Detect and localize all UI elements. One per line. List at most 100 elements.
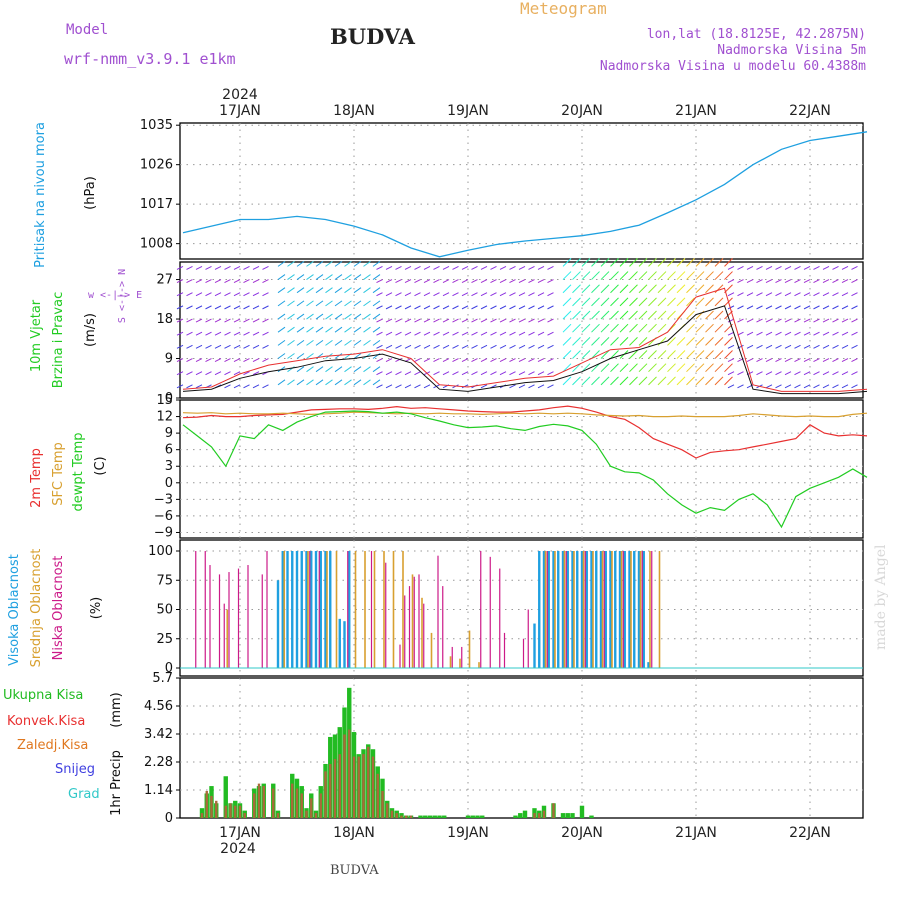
precip-bar-convective (352, 756, 356, 818)
wind-barb (499, 358, 507, 362)
wind-barb (727, 318, 735, 323)
cloud-bar-high (348, 551, 351, 668)
wind-barb (243, 384, 250, 389)
wind-barb (372, 274, 381, 280)
precip-panel: 0 1.14 2.28 3.42 4.56 5.7 1hr Precip (mm) Uku… (3, 671, 864, 826)
precip-legend: Ukupna Kisa Konvek.Kisa Zaledj.Kisa Snij… (3, 688, 100, 802)
cloud-bar-mid (383, 551, 385, 668)
wind-barb (224, 344, 231, 349)
wind-barb (372, 379, 381, 386)
wind-barb (186, 265, 193, 270)
wind-barb (414, 371, 421, 376)
wind-barb (214, 305, 222, 310)
sfc-temp-line (182, 411, 868, 418)
meteogram-title: Meteogram (520, 0, 607, 18)
wind-barb (638, 310, 648, 320)
wind-barb (233, 344, 241, 349)
wind-barb (705, 337, 714, 346)
cloud-bar-mid (283, 551, 286, 668)
wind-barb (306, 379, 314, 386)
wind-barb (176, 279, 184, 283)
wind-barb (325, 260, 333, 267)
wind-barb (562, 258, 572, 267)
wind-barb (841, 305, 849, 310)
wind-barb (518, 318, 526, 323)
y-tick-label: −6 (154, 509, 173, 524)
wind-barb (480, 384, 488, 389)
wind-barb (841, 371, 849, 376)
wind-barb (414, 292, 421, 297)
cloud-bar-high (291, 551, 294, 668)
wind-barb (803, 344, 811, 349)
wind-barb (442, 344, 450, 349)
wind-barb (306, 339, 314, 346)
wind-barb (490, 358, 497, 362)
wind-barb (562, 310, 572, 320)
wind-barb (629, 337, 638, 346)
wind-barb (243, 371, 250, 376)
precip-bar-total (518, 813, 523, 818)
wind-barb (499, 305, 507, 310)
wind-barb (822, 305, 830, 310)
wind-barb (619, 271, 629, 280)
wind-barb (803, 358, 811, 362)
wind-barb (528, 279, 535, 283)
clouds-unit: (%) (89, 597, 104, 620)
wind-barb (841, 279, 849, 283)
cloud-bar-high (628, 551, 631, 668)
wind-barb (433, 318, 440, 323)
wind-barb (433, 305, 440, 310)
wind-barb (334, 353, 343, 359)
wind-barb (518, 265, 526, 270)
wind-barb (695, 258, 705, 267)
precip-bar-total (565, 813, 570, 818)
wind-barb (385, 371, 393, 376)
wind-barb (461, 318, 469, 323)
precip-bar-convective (234, 805, 237, 818)
precip-bar-convective (215, 800, 218, 818)
wind-barb (714, 337, 724, 346)
wind-barb (629, 376, 638, 386)
wind-barb (803, 318, 811, 323)
wind-barb (657, 284, 667, 294)
wind-barb (591, 323, 600, 333)
wind-barb (404, 371, 412, 376)
wind-barb (610, 363, 619, 373)
cloud-bar-high (305, 551, 308, 668)
wind-barb (277, 366, 286, 373)
wind-ylabel2: Brzina i Pravac (51, 292, 66, 389)
wind-barb (686, 297, 695, 307)
wind-barb (676, 376, 686, 386)
wind-barb (724, 350, 733, 359)
cloud-bar-mid (459, 658, 461, 668)
wind-barb (648, 258, 657, 267)
wind-barb (334, 260, 343, 267)
wind-barb (233, 358, 241, 362)
wind-barb (315, 379, 324, 386)
cloud-bar-mid (649, 551, 651, 668)
pressure-unit: (hPa) (83, 176, 98, 210)
wind-barb (224, 371, 231, 376)
wind-barb (376, 371, 383, 376)
wind-barb (195, 279, 203, 283)
wind-barb (480, 265, 488, 270)
wind-barb (499, 279, 507, 283)
wind-barb (638, 350, 648, 359)
wind-barb (176, 384, 184, 389)
wind-barb (591, 363, 600, 373)
wind-barb (756, 265, 763, 270)
model-elevation-text: Nadmorska Visina u modelu 60.4388m (600, 59, 866, 74)
wind-barb (629, 350, 638, 359)
y-tick-label: 3.42 (144, 727, 173, 742)
wind-barb (591, 376, 600, 386)
wind-barb (490, 279, 497, 283)
top-date-label: 22JAN (789, 103, 831, 119)
wind-barb (376, 265, 383, 270)
wind-barb (433, 344, 440, 349)
cloud-bar-mid (411, 574, 414, 668)
wind-barb (334, 339, 343, 346)
wind-barb (686, 350, 695, 359)
wind-barb (784, 292, 792, 297)
wind-barb (756, 305, 763, 310)
